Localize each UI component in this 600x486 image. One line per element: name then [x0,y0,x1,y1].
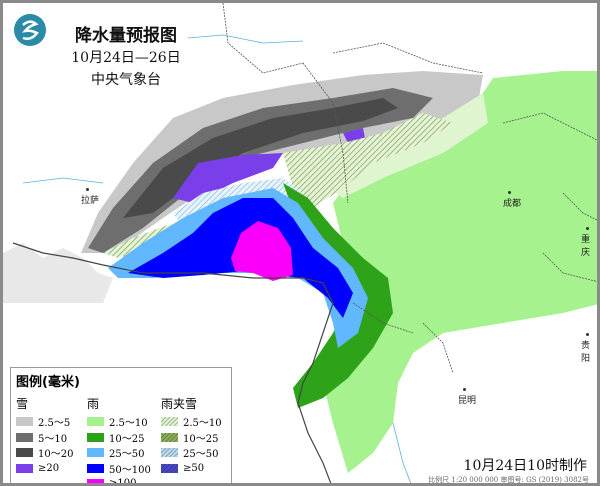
legend-sleet: 雨夹雪 2.5～10 10～25 25～50 ≥50 [161,395,222,476]
legend-label: 10～25 [183,433,219,445]
legend-swatch [16,432,33,442]
legend-swatch [16,417,33,427]
legend-rain: 雨 2.5～10 10～25 25～50 50～100 ≥100 [87,395,151,486]
city-chengdu: 成都 [503,191,521,209]
legend-swatch [161,463,178,473]
legend-label: 2.5～10 [183,418,222,430]
legend-label: ≥20 [38,462,60,474]
legend-label: 10～25 [109,433,145,445]
national-border [12,242,334,483]
date-range: 10月24日—26日 [71,50,181,66]
legend-group-title: 雪 [16,397,29,411]
legend-label: 25～50 [109,449,145,461]
legend-label: ≥50 [183,462,205,474]
legend-item: 25～50 [87,445,151,461]
legend-label: 2.5～5 [38,418,71,430]
rain-100-area [231,221,293,281]
legend-title: 图例(毫米) [16,375,80,390]
legend-swatch [161,432,178,442]
legend-item: 10～20 [16,445,73,461]
legend-swatch [16,463,33,473]
snow-20-area [173,153,283,203]
legend: 图例(毫米) 雪 2.5～5 5～10 10～20 ≥20 雨 2.5～10 10～25 25… [10,367,232,486]
province-borders [222,3,597,374]
legend-swatch [87,463,104,473]
legend-item: 10～25 [87,430,151,446]
city-kunming: 昆明 [458,388,476,406]
legend-item: 2.5～5 [16,414,73,430]
legend-label: 5～10 [38,433,68,445]
city-guiyang: 贵阳 [581,333,597,364]
legend-group-title: 雨 [87,397,100,411]
sleet-10-25-area [283,113,453,208]
sleet-10-25-area-west [103,223,173,258]
snow-10-20-area [123,98,398,218]
snow-5-10-area [88,88,433,253]
legend-swatch [161,417,178,427]
legend-label: 25～50 [183,449,219,461]
legend-label: ≥100 [109,478,137,486]
legend-swatch [87,479,104,483]
legend-swatch [16,448,33,458]
legend-item: 2.5～10 [161,414,222,430]
legend-swatch [87,432,104,442]
legend-snow: 雪 2.5～5 5～10 10～20 ≥20 [16,395,73,476]
legend-label: 50～100 [109,464,151,476]
legend-swatch [87,448,104,458]
city-chongqing: 重庆 [581,227,597,258]
foreign-region [3,243,113,303]
legend-swatch [161,448,178,458]
legend-swatch [87,417,104,427]
legend-item: ≥20 [16,461,73,477]
cma-logo-icon [14,14,46,46]
scale-note: 比例尺 1:20 000 000 审图号: GS (2019) 3082号 [428,476,589,484]
legend-item: 10～25 [161,430,222,446]
legend-group-title: 雨夹雪 [161,397,198,411]
legend-label: 2.5～10 [109,418,148,430]
legend-item: 25～50 [161,445,222,461]
legend-item: 50～100 [87,461,151,477]
issue-time: 10月24日10时制作 [463,458,587,474]
river-lines [22,34,412,483]
legend-item: ≥100 [87,476,151,486]
map-canvas [3,3,597,483]
issuer: 中央气象台 [91,72,161,88]
legend-item: ≥50 [161,461,222,477]
rain-10-25-area [283,183,393,408]
legend-item: 5～10 [16,430,73,446]
legend-label: 10～20 [38,449,74,461]
city-lhasa: 拉萨 [81,188,99,206]
legend-item: 2.5～10 [87,414,151,430]
map-title: 降水量预报图 [75,26,177,46]
